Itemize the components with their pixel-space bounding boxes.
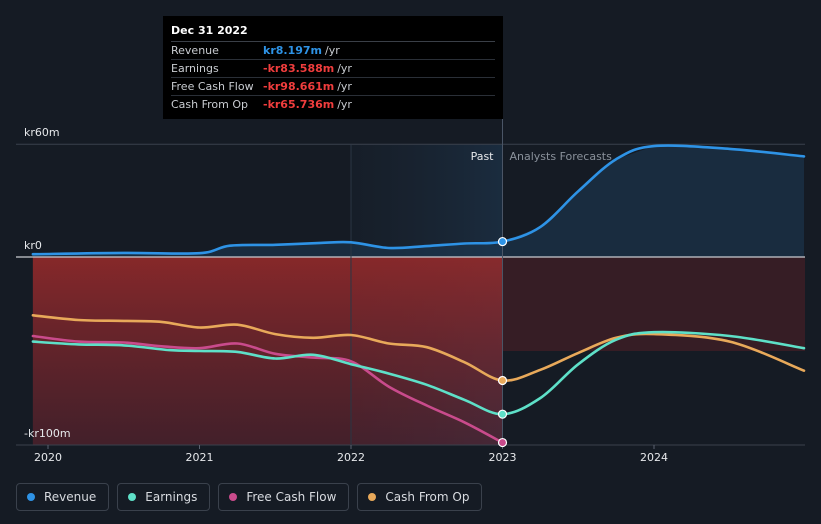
tooltip-label: Cash From Op	[171, 98, 249, 111]
y-tick-label: kr0	[24, 239, 42, 252]
tooltip-value: -kr65.736m	[263, 98, 335, 111]
tooltip-value: kr8.197m	[263, 44, 322, 57]
data-tooltip: Dec 31 2022 Revenue kr8.197m /yr Earning…	[163, 16, 503, 119]
revenue-area	[32, 146, 804, 257]
x-tick-label: 2023	[489, 451, 517, 464]
free-cash-flow-marker	[497, 437, 508, 448]
x-tick-label: 2022	[337, 451, 365, 464]
tooltip-row-revenue: Revenue kr8.197m /yr	[171, 42, 495, 60]
y-tick-label: kr60m	[24, 126, 60, 139]
legend-item-free-cash-flow[interactable]: Free Cash Flow	[218, 483, 350, 511]
tooltip-unit: /yr	[337, 62, 352, 75]
past-label: Past	[471, 150, 495, 163]
legend-dot-icon	[128, 493, 137, 501]
revenue-line	[31, 144, 806, 256]
tooltip-unit: /yr	[337, 80, 352, 93]
tooltip-date: Dec 31 2022	[171, 24, 495, 42]
tooltip-unit: /yr	[325, 44, 340, 57]
tooltip-row-cash-from-op: Cash From Op -kr65.736m /yr	[171, 96, 495, 113]
legend-dot-icon	[368, 493, 377, 501]
tooltip-label: Free Cash Flow	[171, 80, 254, 93]
earnings-marker	[497, 409, 508, 419]
legend-label: Revenue	[44, 490, 97, 504]
legend-item-revenue[interactable]: Revenue	[16, 483, 110, 511]
forecast-label: Analysts Forecasts	[510, 150, 613, 163]
tooltip-label: Revenue	[171, 44, 219, 57]
cash-from-op-marker	[497, 375, 508, 386]
x-tick-label: 2021	[186, 451, 214, 464]
revenue-marker	[497, 236, 508, 247]
x-tick-label: 2020	[34, 451, 62, 464]
chart-legend: Revenue Earnings Free Cash Flow Cash Fro…	[16, 483, 483, 511]
legend-item-earnings[interactable]: Earnings	[117, 483, 211, 511]
negative-area-forecast	[502, 257, 805, 351]
tooltip-value: -kr98.661m	[263, 80, 335, 93]
legend-dot-icon	[229, 493, 238, 501]
tooltip-value: -kr83.588m	[263, 62, 335, 75]
tooltip-label: Earnings	[171, 62, 219, 75]
legend-item-cash-from-op[interactable]: Cash From Op	[357, 483, 483, 511]
legend-label: Cash From Op	[385, 490, 470, 504]
tooltip-row-earnings: Earnings -kr83.588m /yr	[171, 60, 495, 78]
cash-from-op-line	[31, 314, 806, 382]
legend-label: Earnings	[145, 490, 198, 504]
x-tick-label: 2024	[640, 451, 668, 464]
y-tick-label: -kr100m	[24, 427, 71, 440]
legend-label: Free Cash Flow	[246, 490, 337, 504]
tooltip-unit: /yr	[337, 98, 352, 111]
free-cash-flow-line	[31, 334, 504, 444]
earnings-line	[31, 330, 806, 416]
tooltip-row-free-cash-flow: Free Cash Flow -kr98.661m /yr	[171, 78, 495, 96]
legend-dot-icon	[27, 493, 35, 501]
